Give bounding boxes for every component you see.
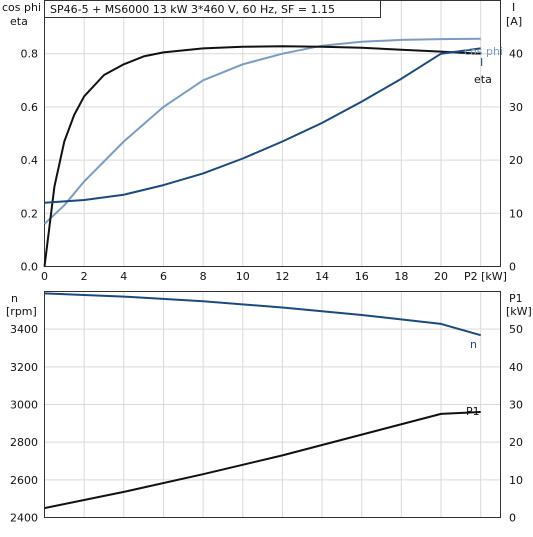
title-box bbox=[44, 0, 381, 18]
top-left-axis-label-2: eta bbox=[10, 15, 28, 28]
bottom-left-tick-label: 3200 bbox=[10, 361, 38, 374]
top-grid bbox=[44, 0, 501, 267]
x-tick-label: 2 bbox=[81, 270, 88, 283]
x-tick-label: 0 bbox=[41, 270, 48, 283]
top-right-axis-label-2: [A] bbox=[506, 15, 522, 28]
bottom-right-tick-label: 40 bbox=[509, 361, 523, 374]
x-tick-label: 18 bbox=[394, 270, 408, 283]
bottom-left-tick-label: 3400 bbox=[10, 323, 38, 336]
series-label-n: n bbox=[470, 338, 477, 351]
top-left-tick-label: 0.0 bbox=[21, 261, 39, 274]
bottom-right-tick-label: 20 bbox=[509, 436, 523, 449]
x-tick-label: 14 bbox=[315, 270, 329, 283]
series-label-p1: P1 bbox=[466, 405, 480, 418]
series-label-eta: eta bbox=[474, 73, 492, 86]
bottom-right-axis-label-2: [kW] bbox=[506, 305, 532, 318]
top-series bbox=[43, 37, 481, 267]
x-tick-label: 12 bbox=[275, 270, 289, 283]
series-line-eta bbox=[43, 45, 481, 267]
series-line-p1 bbox=[44, 411, 481, 510]
x-tick-label: 16 bbox=[355, 270, 369, 283]
x-tick-label: 10 bbox=[236, 270, 250, 283]
bottom-series bbox=[44, 292, 481, 510]
series-line-cos-phi bbox=[43, 37, 481, 225]
top-left-tick-label: 0.4 bbox=[21, 154, 39, 167]
bottom-left-tick-label: 2800 bbox=[10, 436, 38, 449]
bottom-left-tick-label: 2400 bbox=[10, 512, 38, 525]
chart-title: SP46-5 + MS6000 13 kW 3*460 V, 60 Hz, SF… bbox=[50, 3, 335, 16]
top-right-axis-label-1: I bbox=[512, 1, 515, 14]
series-line-i bbox=[44, 47, 481, 204]
x-tick-label: 20 bbox=[434, 270, 448, 283]
bottom-right-tick-label: 10 bbox=[509, 474, 523, 487]
bottom-right-tick-label: 0 bbox=[509, 512, 516, 525]
bottom-left-axis-label-1: n bbox=[11, 292, 18, 305]
bottom-left-tick-label: 2600 bbox=[10, 474, 38, 487]
series-label-cos-phi: cos phi bbox=[464, 45, 503, 58]
bottom-right-axis-label-1: P1 bbox=[509, 292, 523, 305]
bottom-left-axis-label-2: [rpm] bbox=[6, 305, 37, 318]
x-tick-label: 4 bbox=[120, 270, 127, 283]
x-tick-label: 6 bbox=[160, 270, 167, 283]
bottom-plot-frame bbox=[44, 291, 501, 518]
bottom-right-tick-label: 30 bbox=[509, 399, 523, 412]
x-axis-label: P2 [kW] bbox=[464, 270, 507, 283]
bottom-grid bbox=[44, 291, 501, 518]
top-left-tick-label: 0.8 bbox=[21, 48, 39, 61]
top-right-tick-label: 30 bbox=[509, 101, 523, 114]
bottom-right-tick-label: 50 bbox=[509, 323, 523, 336]
top-right-tick-label: 20 bbox=[509, 154, 523, 167]
bottom-tick-labels: 2400 2600 2800 3000 3200 3400 0 10 20 30 40 50 bbox=[10, 323, 523, 524]
top-left-tick-label: 0.2 bbox=[21, 207, 39, 220]
top-right-tick-label: 40 bbox=[509, 48, 523, 61]
series-label-i: I bbox=[480, 56, 483, 69]
top-right-tick-label: 0 bbox=[509, 261, 516, 274]
top-left-axis-label-1: cos phi bbox=[2, 1, 41, 14]
series-line-n bbox=[44, 292, 481, 337]
top-tick-labels: 0.0 0.2 0.4 0.6 0.8 0 10 20 30 40 0 2 4 6 8 10 12 14 16 18 2… bbox=[21, 48, 524, 283]
top-right-tick-label: 10 bbox=[509, 207, 523, 220]
x-tick-label: 8 bbox=[200, 270, 207, 283]
top-left-tick-label: 0.6 bbox=[21, 101, 39, 114]
bottom-left-tick-label: 3000 bbox=[10, 399, 38, 412]
